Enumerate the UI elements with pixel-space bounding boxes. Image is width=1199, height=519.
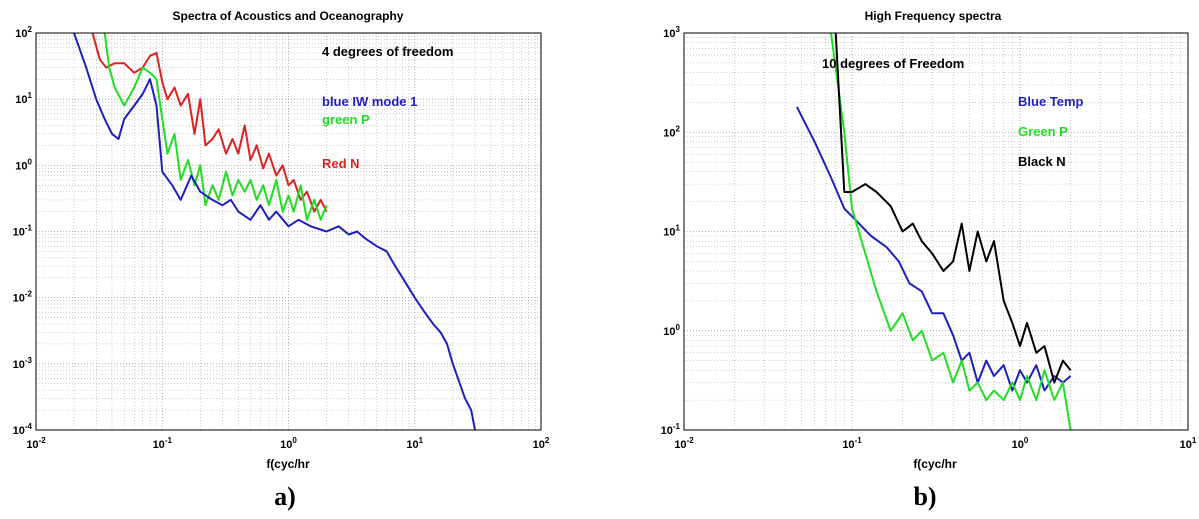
chart-panel-b: High Frequency spectra 10-2 10-1 100 10110-…: [661, 9, 1197, 511]
x-tick-label: 100: [280, 436, 297, 451]
tick-labels: 10-2 10-1 100 101 102 10-4 10-3 10-2 10-1 100 101 1…: [13, 25, 550, 451]
series-line-0: [91, 33, 328, 213]
x-tick-label: 101: [1180, 436, 1197, 451]
x-tick-label: 10-2: [26, 436, 46, 451]
y-tick-label: 10-1: [661, 422, 681, 437]
plot-frame: [35, 32, 542, 431]
y-tick-label: 10-1: [13, 224, 33, 239]
y-tick-label: 102: [663, 124, 680, 139]
annotation-green: Green P: [1018, 124, 1068, 139]
annotation-red: Red N: [322, 156, 360, 171]
x-axis-label: f(cyc/hr: [266, 457, 310, 471]
annotation-green: green P: [322, 112, 370, 127]
annotation-dof: 4 degrees of freedom: [322, 44, 454, 59]
y-tick-label: 10-4: [13, 422, 33, 437]
y-tick-label: 100: [15, 157, 32, 172]
y-tick-label: 102: [15, 25, 32, 40]
chart-title: High Frequency spectra: [865, 9, 1002, 23]
annotation-black: Black N: [1018, 154, 1066, 169]
panel-label-b: b): [913, 482, 936, 511]
series-line-2: [73, 33, 476, 430]
y-tick-label: 10-3: [13, 356, 33, 371]
grid: [683, 33, 1188, 431]
x-tick-label: 10-2: [674, 436, 694, 451]
annotation-dof: 10 degrees of Freedom: [822, 56, 964, 71]
series-line-1: [103, 33, 328, 221]
y-tick-label: 101: [663, 224, 680, 239]
x-tick-label: 10-1: [842, 436, 862, 451]
series-line-0: [796, 106, 1072, 392]
x-tick-label: 10-1: [153, 436, 173, 451]
plot-frame: [683, 32, 1189, 431]
y-tick-label: 100: [663, 323, 680, 338]
panel-label-a: a): [274, 482, 296, 511]
series-line-1: [830, 33, 1072, 430]
chart-panel-a: Spectra of Acoustics and Oceanography 10…: [13, 9, 550, 511]
series-layer: [73, 33, 476, 430]
series-line-2: [834, 33, 1072, 384]
y-tick-label: 101: [15, 91, 32, 106]
x-tick-label: 102: [533, 436, 550, 451]
x-axis-label: f(cyc/hr: [913, 457, 957, 471]
y-tick-label: 103: [663, 25, 680, 40]
series-layer: [796, 33, 1072, 430]
x-tick-label: 101: [406, 436, 423, 451]
grid: [35, 33, 541, 431]
annotation-blue: blue IW mode 1: [322, 94, 417, 109]
x-tick-label: 100: [1012, 436, 1029, 451]
chart-title: Spectra of Acoustics and Oceanography: [173, 9, 404, 23]
y-tick-label: 10-2: [13, 290, 33, 305]
annotation-blue: Blue Temp: [1018, 94, 1084, 109]
